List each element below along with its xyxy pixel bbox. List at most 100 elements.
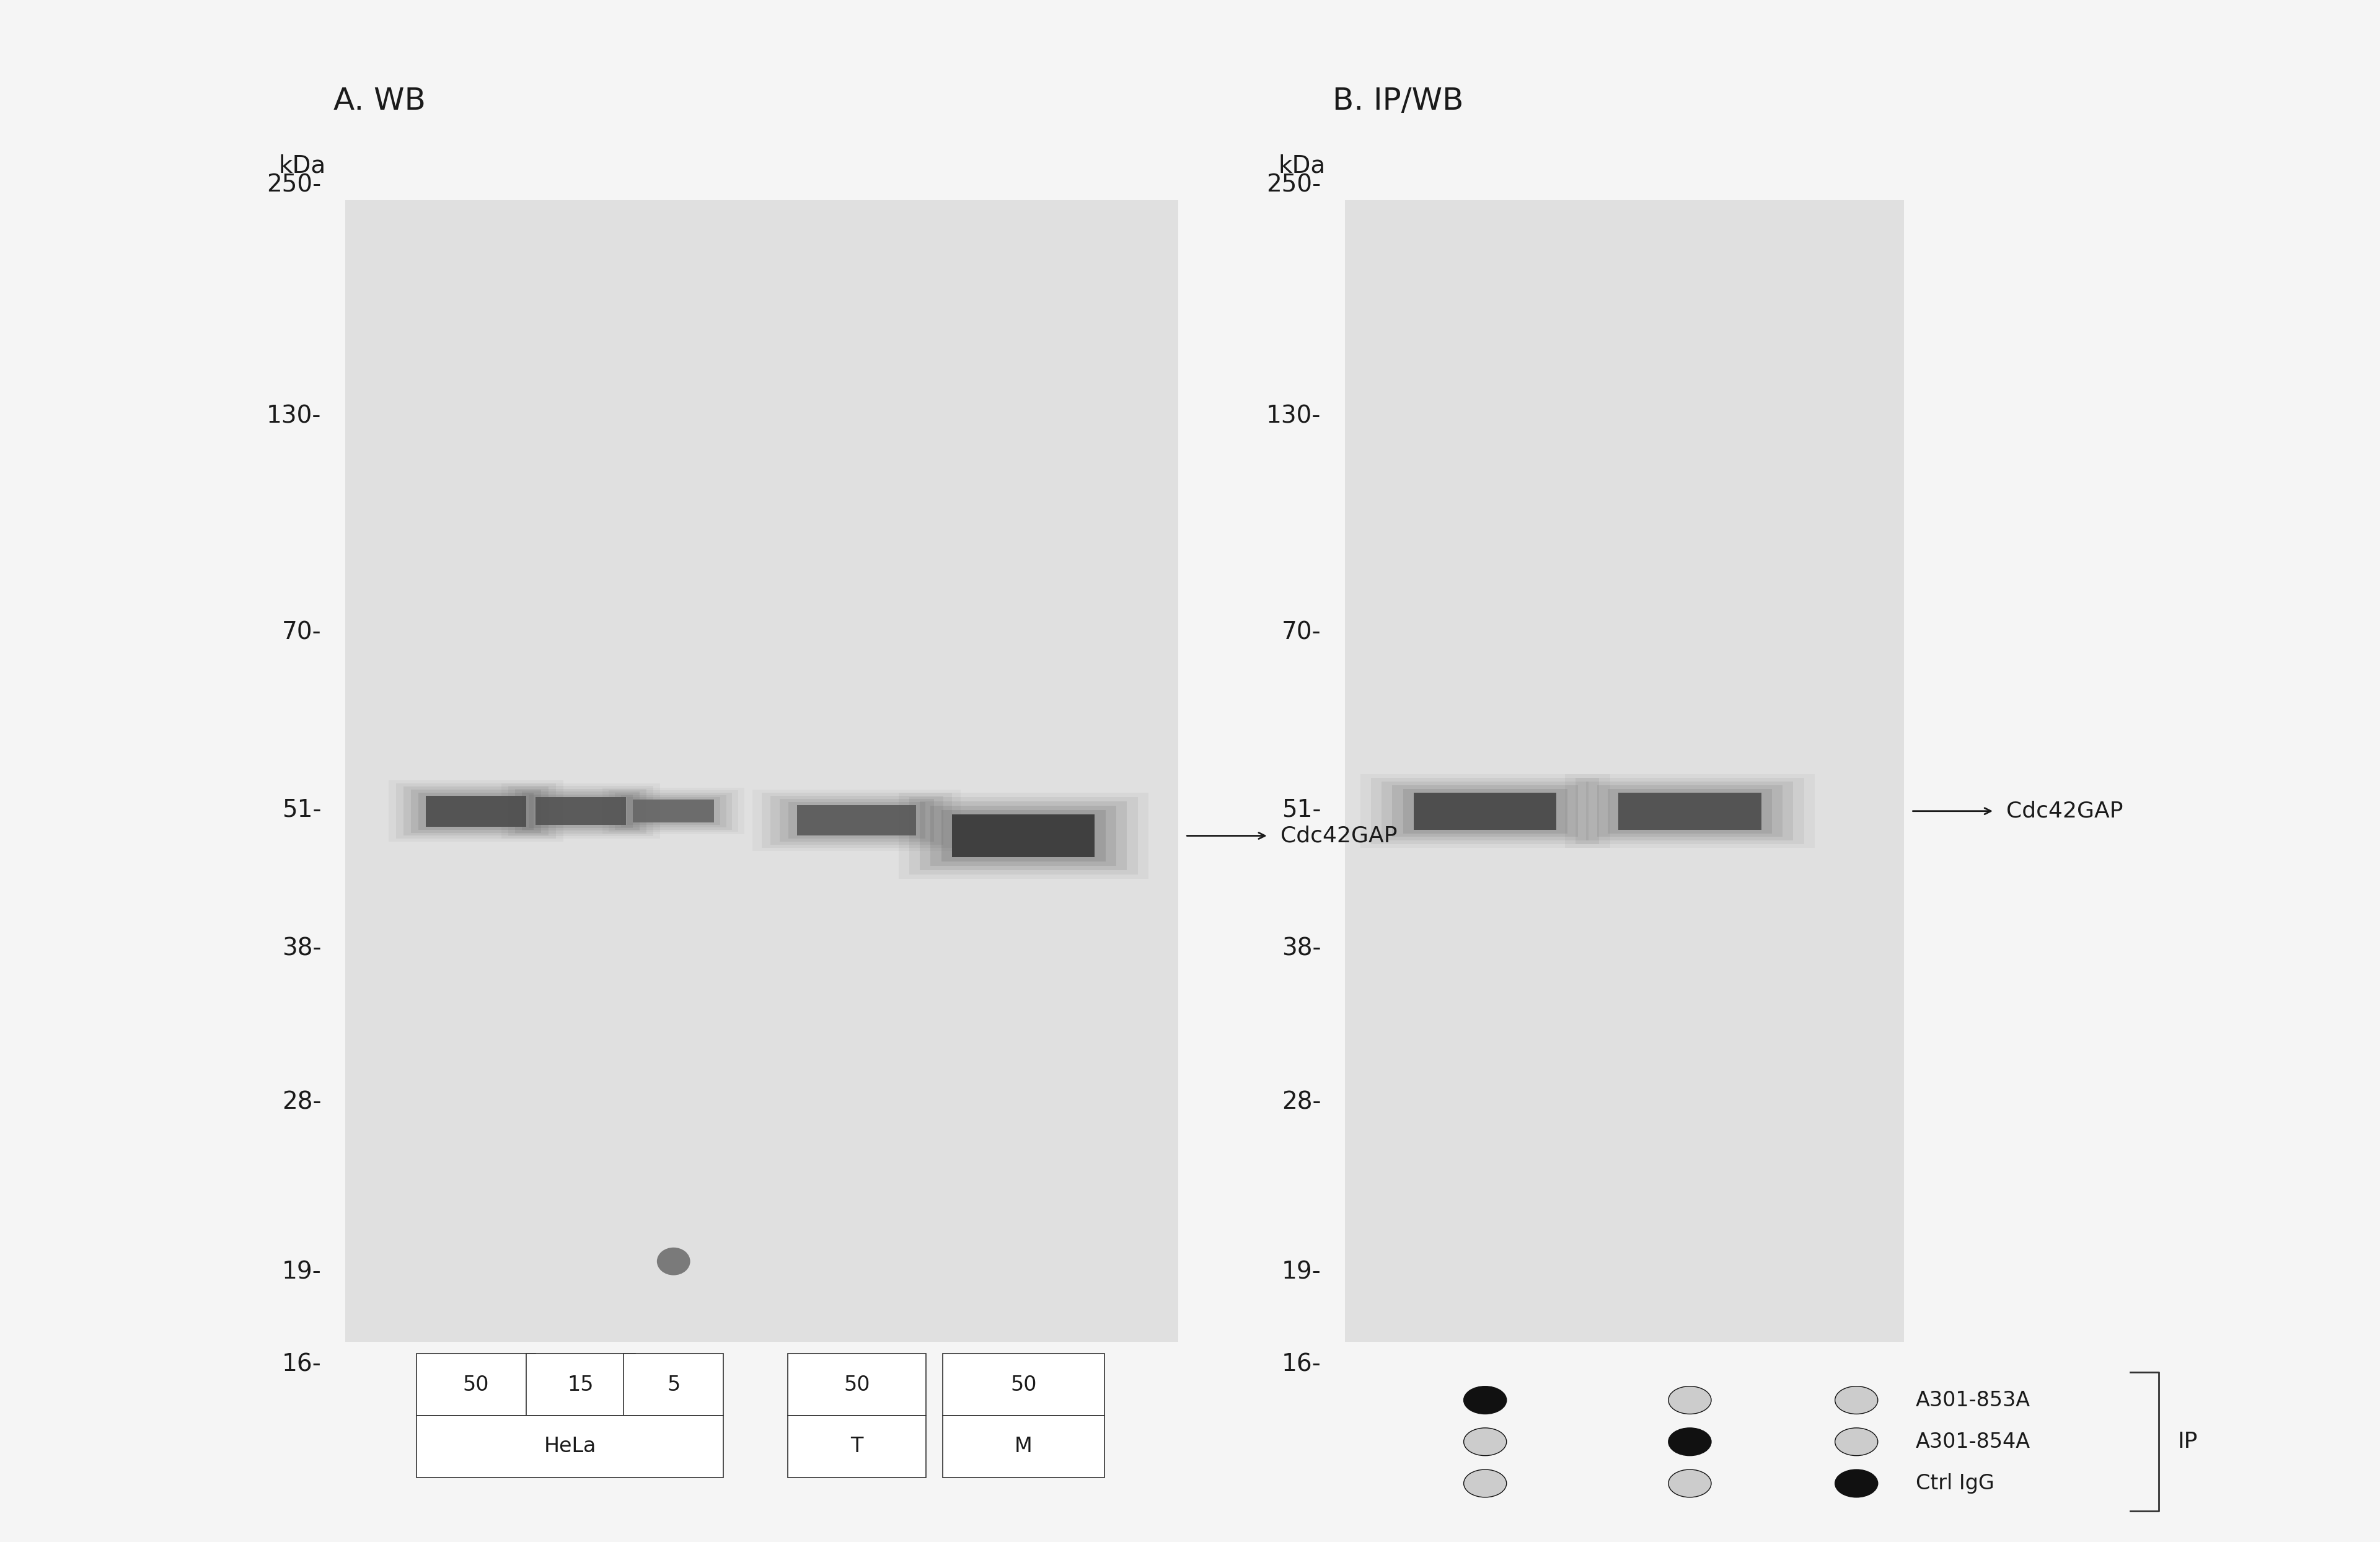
Text: 28-: 28- xyxy=(281,1090,321,1115)
Bar xyxy=(952,814,1095,857)
Bar xyxy=(405,786,547,836)
Bar xyxy=(521,791,640,831)
Bar xyxy=(909,797,1138,874)
Bar xyxy=(752,790,962,851)
Bar xyxy=(1404,790,1568,833)
Circle shape xyxy=(1668,1386,1711,1414)
Text: 51-: 51- xyxy=(1280,797,1321,822)
Bar xyxy=(797,805,916,836)
Bar xyxy=(602,788,745,834)
Text: 28-: 28- xyxy=(1280,1090,1321,1115)
Bar xyxy=(1392,785,1578,837)
Bar xyxy=(942,1416,1104,1477)
Bar xyxy=(771,796,942,845)
Text: kDa: kDa xyxy=(278,154,326,177)
Bar xyxy=(1380,782,1590,840)
Text: A301-854A: A301-854A xyxy=(1916,1431,2030,1453)
Bar xyxy=(621,796,726,827)
Bar xyxy=(526,1354,635,1416)
Bar xyxy=(1618,793,1761,830)
Text: M: M xyxy=(1014,1436,1033,1457)
Text: 16-: 16- xyxy=(281,1352,321,1377)
Bar xyxy=(1576,777,1804,845)
Text: 50: 50 xyxy=(1009,1374,1038,1396)
Bar xyxy=(395,783,557,839)
Text: B. IP/WB: B. IP/WB xyxy=(1333,86,1464,116)
Circle shape xyxy=(1668,1470,1711,1497)
Text: A301-853A: A301-853A xyxy=(1916,1389,2030,1411)
Text: 51-: 51- xyxy=(281,797,321,822)
Text: 70-: 70- xyxy=(1280,620,1321,645)
Text: 15: 15 xyxy=(566,1374,595,1396)
Bar xyxy=(788,1416,926,1477)
Circle shape xyxy=(1668,1428,1711,1456)
Bar xyxy=(1371,777,1599,845)
Text: 70-: 70- xyxy=(281,620,321,645)
Text: 50: 50 xyxy=(462,1374,490,1396)
Bar xyxy=(626,797,721,825)
Bar xyxy=(412,790,540,833)
Text: Ctrl IgG: Ctrl IgG xyxy=(1916,1473,1994,1494)
Bar xyxy=(388,780,564,842)
Bar xyxy=(1414,793,1557,830)
Circle shape xyxy=(1835,1428,1878,1456)
Bar xyxy=(514,790,647,833)
Circle shape xyxy=(1464,1470,1507,1497)
Bar xyxy=(624,1354,724,1416)
Bar xyxy=(762,793,952,848)
Bar xyxy=(1597,785,1783,837)
Text: 50: 50 xyxy=(843,1374,871,1396)
Text: 19-: 19- xyxy=(281,1260,321,1284)
Text: kDa: kDa xyxy=(1278,154,1326,177)
Bar xyxy=(416,1416,724,1477)
Bar xyxy=(919,802,1128,870)
Bar xyxy=(942,1354,1104,1416)
Bar xyxy=(609,790,738,833)
Text: 19-: 19- xyxy=(1280,1260,1321,1284)
Bar xyxy=(426,796,526,827)
Text: 250-: 250- xyxy=(267,173,321,197)
Bar xyxy=(788,1354,926,1416)
Ellipse shape xyxy=(657,1247,690,1275)
Text: 16-: 16- xyxy=(1280,1352,1321,1377)
Text: Cdc42GAP: Cdc42GAP xyxy=(1280,825,1397,847)
Bar xyxy=(633,800,714,823)
Bar xyxy=(536,797,626,825)
Bar xyxy=(797,805,916,836)
Text: 250-: 250- xyxy=(1266,173,1321,197)
Bar xyxy=(942,810,1104,862)
Bar xyxy=(781,799,935,842)
Bar xyxy=(509,786,652,836)
Bar xyxy=(1566,774,1814,848)
Bar xyxy=(614,793,733,830)
Text: 130-: 130- xyxy=(1266,404,1321,429)
Text: 130-: 130- xyxy=(267,404,321,429)
Bar xyxy=(426,796,526,827)
Bar xyxy=(1609,790,1771,833)
Text: 38-: 38- xyxy=(1280,936,1321,961)
Bar xyxy=(502,783,659,839)
Bar xyxy=(345,200,1178,1342)
Text: 5: 5 xyxy=(666,1374,681,1396)
Bar xyxy=(419,793,533,830)
Circle shape xyxy=(1835,1386,1878,1414)
Bar xyxy=(931,805,1116,867)
Bar xyxy=(1345,200,1904,1342)
Bar xyxy=(528,794,633,828)
Bar xyxy=(897,793,1147,879)
Text: 38-: 38- xyxy=(281,936,321,961)
Text: A. WB: A. WB xyxy=(333,86,426,116)
Text: T: T xyxy=(850,1436,864,1457)
Bar xyxy=(788,802,926,839)
Bar xyxy=(1361,774,1609,848)
Text: IP: IP xyxy=(2178,1431,2197,1453)
Bar xyxy=(536,797,626,825)
Circle shape xyxy=(1464,1428,1507,1456)
Circle shape xyxy=(1835,1470,1878,1497)
Bar xyxy=(1585,782,1795,840)
Text: HeLa: HeLa xyxy=(545,1436,595,1457)
Circle shape xyxy=(1464,1386,1507,1414)
Bar xyxy=(416,1354,536,1416)
Text: Cdc42GAP: Cdc42GAP xyxy=(2006,800,2123,822)
Bar xyxy=(1414,793,1557,830)
